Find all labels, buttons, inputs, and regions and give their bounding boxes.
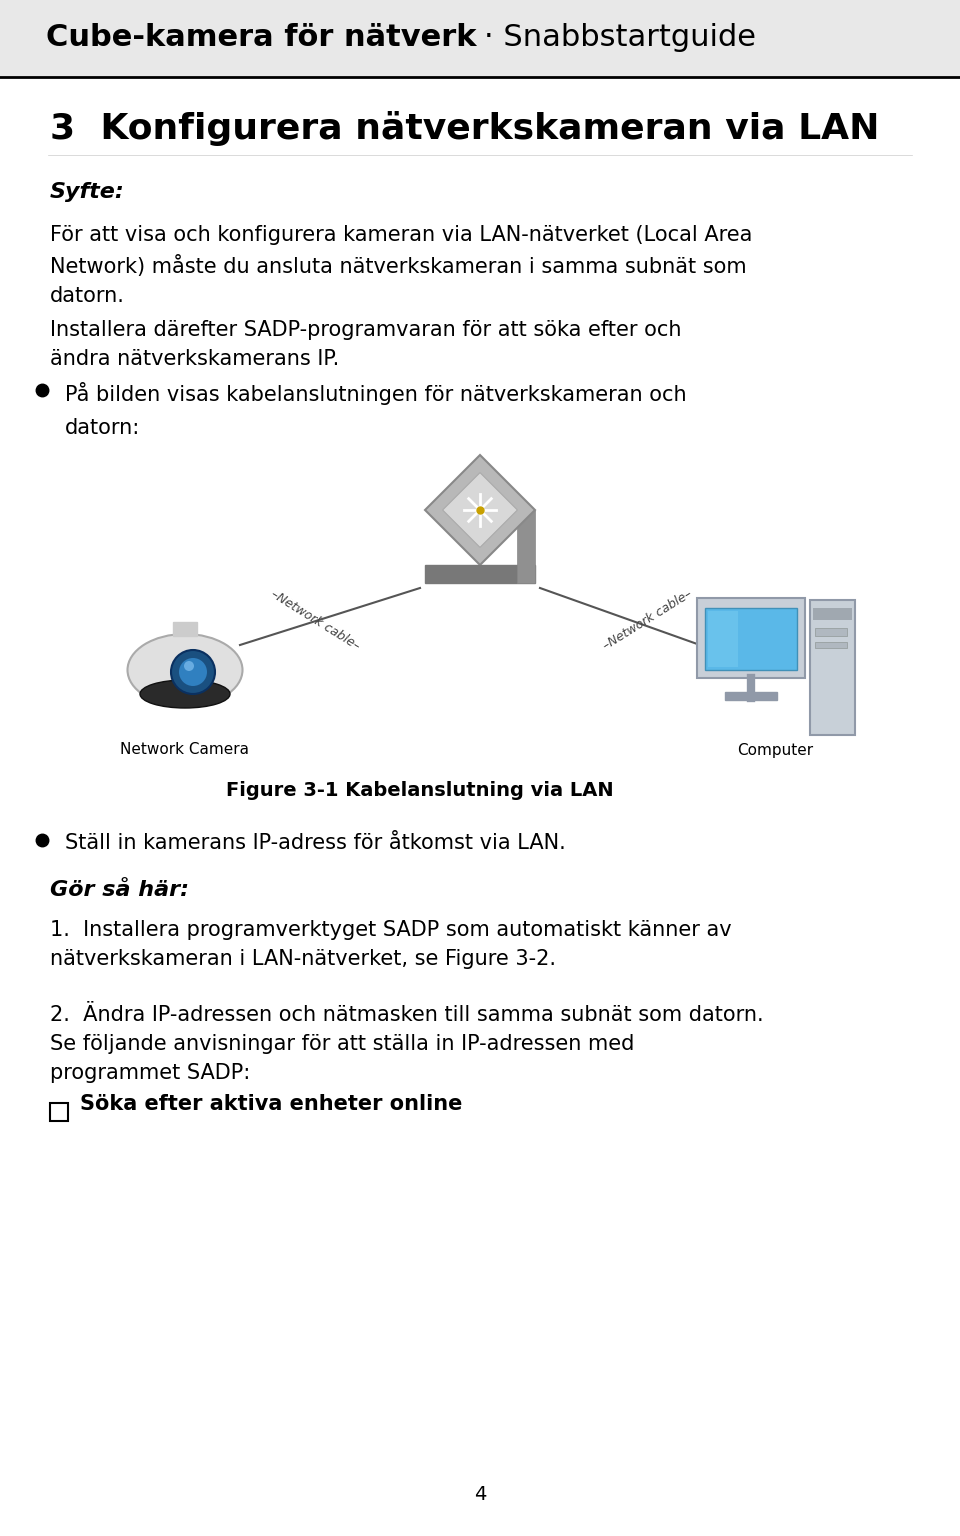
Bar (815, 628, 847, 636)
Ellipse shape (128, 634, 243, 707)
Text: –Network cable–: –Network cable– (601, 587, 695, 653)
Bar (425, 565, 535, 584)
Text: Network Camera: Network Camera (121, 742, 250, 757)
Bar (50, 1103, 68, 1121)
Bar (0, 0, 960, 75)
Circle shape (179, 657, 207, 687)
Bar (708, 611, 738, 667)
Bar (725, 693, 777, 700)
Ellipse shape (140, 680, 230, 708)
Circle shape (171, 650, 215, 694)
Text: Installera därefter SADP-programvaran för att söka efter och
ändra nätverkskamer: Installera därefter SADP-programvaran fö… (50, 319, 682, 369)
Bar (815, 642, 847, 648)
Bar (173, 622, 197, 636)
Bar (705, 608, 797, 670)
Text: 2.  Ändra IP-adressen och nätmasken till samma subnät som datorn.
Se följande an: 2. Ändra IP-adressen och nätmasken till … (50, 1005, 763, 1083)
Text: 1.  Installera programverktyget SADP som automatiskt känner av
nätverkskameran i: 1. Installera programverktyget SADP som … (50, 920, 732, 969)
Bar (813, 608, 852, 621)
Text: För att visa och konfigurera kameran via LAN-nätverket (Local Area
Network) måst: För att visa och konfigurera kameran via… (50, 224, 753, 306)
Polygon shape (425, 455, 535, 565)
Bar (697, 598, 805, 677)
Text: Figure 3-1 Kabelanslutning via LAN: Figure 3-1 Kabelanslutning via LAN (227, 780, 613, 800)
Text: Ställ in kamerans IP-adress för åtkomst via LAN.: Ställ in kamerans IP-adress för åtkomst … (65, 833, 565, 852)
Bar (810, 601, 855, 736)
Text: Switch: Switch (455, 570, 505, 585)
Text: Gör så här:: Gör så här: (50, 880, 189, 900)
Polygon shape (443, 473, 517, 547)
Text: Syfte:: Syfte: (50, 181, 125, 203)
Text: · Snabbstartguide: · Snabbstartguide (484, 23, 756, 52)
Text: Cube-kamera för nätverk: Cube-kamera för nätverk (45, 23, 476, 52)
Polygon shape (517, 510, 535, 584)
Text: –Network cable–: –Network cable– (268, 587, 362, 653)
Circle shape (184, 660, 194, 671)
Text: 3  Konfigurera nätverkskameran via LAN: 3 Konfigurera nätverkskameran via LAN (50, 111, 879, 146)
Text: Söka efter aktiva enheter online: Söka efter aktiva enheter online (80, 1094, 463, 1114)
Text: 4: 4 (474, 1485, 486, 1504)
Text: På bilden visas kabelanslutningen för nätverkskameran och
datorn:: På bilden visas kabelanslutningen för nä… (65, 382, 686, 438)
Text: Computer: Computer (737, 742, 813, 757)
